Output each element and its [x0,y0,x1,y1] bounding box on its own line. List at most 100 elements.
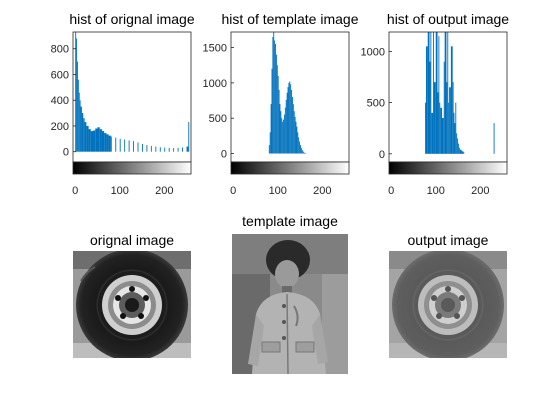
histogram-bar [95,128,98,152]
histogram-bar [456,133,458,154]
y-tick-label: 1000 [361,46,385,58]
histogram-bar [444,32,447,154]
histogram-bar [90,131,94,152]
histogram-bar [104,133,107,152]
y-ticks: 0 500 1000 [361,46,392,161]
histogram-bar [155,146,157,152]
histogram-bar [300,147,302,154]
histogram-bar [97,127,100,152]
image-title: orignal image [90,232,174,248]
histogram-bar [142,143,143,152]
histogram-bar [289,81,291,154]
histogram-bar [99,129,102,152]
histogram-bar [297,132,299,154]
histogram-bar [291,89,292,154]
histogram-bar [435,32,438,154]
histogram-bar [79,100,81,152]
histogram-bar [275,44,276,154]
histogram-bar [290,84,292,154]
y-tick-label: 500 [367,98,385,110]
y-tick-label: 600 [51,69,69,81]
y-tick-label: 0 [379,149,385,161]
histogram-bar [433,32,434,154]
histogram-bar [88,129,91,152]
histogram-bar [447,32,449,154]
histogram-bar [304,152,306,154]
histogram-bar [164,147,166,152]
histogram-bar [294,116,296,154]
y-tick-label: 400 [51,95,69,107]
histogram-bar [298,137,300,154]
histogram-bar [150,145,152,152]
histogram-bar [299,141,301,154]
histogram-bar [292,104,294,154]
x-tick-label: 0 [388,185,394,197]
histogram-bar [133,141,134,152]
y-tick-label: 1500 [203,43,227,55]
histogram-bar [270,104,272,154]
histogram-bar [272,36,274,154]
histogram-bar [285,99,287,154]
histogram-bar [301,149,303,154]
histogram-original: hist of orignal image 0 200 400 600 800 0 100… [51,11,195,197]
histogram-bar [455,102,457,154]
histogram-title: hist of output image [387,11,509,27]
histogram-bar [75,32,77,152]
histogram-bar [128,140,130,152]
x-tick-label: 100 [427,185,445,197]
histogram-bar [115,137,117,152]
histogram-bar [188,122,190,152]
histogram-bar [106,134,109,152]
histogram-bar [427,32,430,154]
histogram-bar [186,146,189,152]
histogram-bar [280,111,282,154]
histogram-bar [86,125,89,152]
x-tick-label: 200 [313,185,331,197]
image-panel-template: template image [232,213,348,374]
histogram-bar [277,75,279,154]
histogram-bar [453,112,455,154]
histogram-bar [93,130,96,152]
histogram-bar [443,61,445,154]
x-tick-label: 0 [72,185,78,197]
histogram-bar [295,121,297,154]
histogram-bar [458,147,460,154]
histogram-bar [429,61,431,154]
histogram-bar [433,82,436,154]
image-panel-original: orignal image [73,232,191,358]
histogram-bar [168,147,170,152]
histogram-bars [425,32,495,154]
histogram-bar [448,102,450,154]
histogram-bar [271,68,273,154]
histogram-title: hist of orignal image [69,11,195,27]
histogram-bar [440,107,442,154]
histogram-bar [431,112,434,154]
x-ticks: 0 100 200 [388,185,489,197]
histogram-bar [441,117,444,154]
histogram-bar [159,147,161,152]
histogram-title: hist of template image [222,11,359,27]
histogram-bar [302,151,304,154]
histogram-bar [457,138,459,154]
histogram-bar [124,139,126,152]
histogram-bar [77,79,79,152]
histogram-bar [274,40,276,154]
histogram-bar [292,97,293,154]
histogram-bar [454,123,456,154]
histogram-bar [430,32,432,154]
histogram-bar [463,152,465,154]
histogram-bar [450,46,453,154]
histogram-bar [449,87,451,154]
histogram-bar [119,138,121,152]
histogram-bar [300,145,301,154]
image-panel-output: output image [389,232,507,358]
histogram-bar [296,126,298,154]
histogram-bar [182,147,183,152]
histogram-bar [459,149,462,154]
histogram-bar [458,143,459,154]
histogram-bar [110,136,112,152]
histogram-bar [77,61,78,152]
histogram-bar [78,92,80,152]
